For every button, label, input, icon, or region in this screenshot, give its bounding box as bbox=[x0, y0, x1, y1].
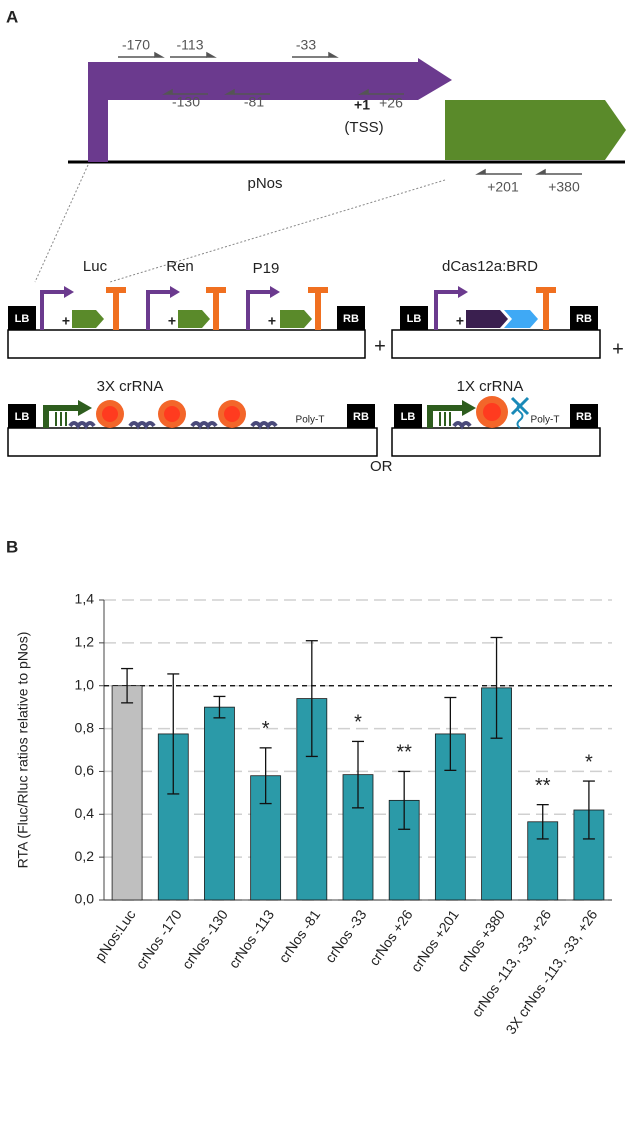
x-tick-label: crNos -170 bbox=[132, 906, 185, 971]
svg-text:+: + bbox=[62, 313, 70, 329]
crna-array bbox=[43, 400, 278, 430]
plus: + bbox=[374, 335, 386, 357]
tss-label: +1 bbox=[354, 97, 370, 113]
y-tick-label: 1,0 bbox=[75, 676, 95, 692]
primer-label: -130 bbox=[172, 94, 200, 110]
border-label: RB bbox=[576, 411, 592, 423]
border bbox=[8, 306, 36, 330]
x-tick-label: crNos -81 bbox=[275, 906, 323, 965]
border bbox=[400, 306, 428, 330]
border bbox=[570, 404, 598, 428]
y-tick-label: 1,2 bbox=[75, 634, 95, 650]
bar bbox=[111, 685, 143, 901]
or-label: OR bbox=[370, 458, 393, 475]
bar bbox=[204, 706, 235, 901]
y-tick-label: 0,4 bbox=[75, 805, 95, 821]
panel-label: B bbox=[6, 537, 18, 556]
border bbox=[337, 306, 365, 330]
primer-label: -113 bbox=[177, 37, 204, 53]
border bbox=[570, 306, 598, 330]
promoter-arrow bbox=[88, 58, 452, 162]
svg-text:+: + bbox=[168, 313, 176, 329]
y-tick-label: 0,2 bbox=[75, 848, 95, 864]
vector-box bbox=[391, 329, 601, 359]
svg-text:+: + bbox=[456, 313, 464, 329]
primer-label: +201 bbox=[487, 179, 519, 195]
x-tick-label: 3X crNos -113, -33, +26 bbox=[502, 906, 600, 1037]
primer-label: -170 bbox=[122, 37, 150, 53]
border-label: RB bbox=[353, 411, 369, 423]
svg-text:+: + bbox=[268, 313, 276, 329]
vector-box bbox=[7, 427, 378, 457]
y-axis-label: RTA (Fluc/Rluc ratios relative to pNos) bbox=[15, 632, 31, 869]
border bbox=[347, 404, 375, 428]
gene-label: P19 bbox=[253, 260, 280, 277]
significance: ** bbox=[535, 775, 551, 797]
zoom-line bbox=[34, 164, 89, 283]
y-tick-label: 0,0 bbox=[75, 891, 95, 907]
x-tick-label: crNos +26 bbox=[366, 906, 416, 968]
plus: + bbox=[612, 338, 624, 360]
vector-box bbox=[391, 427, 601, 457]
x-tick-label: crNos -33 bbox=[322, 906, 370, 965]
poly-t: Poly-T bbox=[296, 415, 325, 426]
tss-note: (TSS) bbox=[344, 119, 383, 136]
primer-label: +380 bbox=[548, 179, 580, 195]
border-label: LB bbox=[401, 411, 416, 423]
significance: ** bbox=[396, 742, 412, 764]
border-label: LB bbox=[15, 411, 30, 423]
x-tick-label: crNos -113 bbox=[225, 906, 277, 971]
gene-arrow bbox=[445, 100, 626, 160]
primer-label: +26 bbox=[379, 95, 403, 111]
significance: * bbox=[262, 718, 270, 740]
crna-single bbox=[427, 396, 530, 430]
primer-marks bbox=[118, 51, 582, 175]
border bbox=[394, 404, 422, 428]
cassettes: + + + bbox=[40, 286, 328, 330]
panel-label: A bbox=[6, 7, 18, 26]
poly-t: Poly-T bbox=[531, 415, 560, 426]
gene-label: Luc bbox=[83, 258, 108, 275]
y-tick-label: 1,4 bbox=[75, 591, 95, 607]
gene-label: dCas12a:BRD bbox=[442, 258, 538, 275]
gene-label: Ren bbox=[166, 258, 194, 275]
cassette: + bbox=[434, 286, 556, 330]
construct-title: 1X crRNA bbox=[457, 378, 524, 395]
x-tick-label: crNos -113, -33, +26 bbox=[468, 907, 554, 1020]
y-tick-label: 0,6 bbox=[75, 762, 95, 778]
border-label: RB bbox=[576, 313, 592, 325]
primer-label: -33 bbox=[296, 37, 316, 53]
primer-label: -81 bbox=[244, 94, 264, 110]
border bbox=[8, 404, 36, 428]
x-tick-label: crNos -130 bbox=[179, 906, 232, 971]
construct-title: 3X crRNA bbox=[97, 378, 164, 395]
vector-box bbox=[7, 329, 366, 359]
significance: * bbox=[585, 751, 593, 773]
border-label: LB bbox=[407, 313, 422, 325]
promoter-label: pNos bbox=[247, 175, 282, 192]
border-label: LB bbox=[15, 313, 30, 325]
x-tick-label: pNos:Luc bbox=[92, 907, 139, 965]
significance: * bbox=[354, 712, 362, 734]
border-label: RB bbox=[343, 313, 359, 325]
y-tick-label: 0,8 bbox=[75, 719, 95, 735]
